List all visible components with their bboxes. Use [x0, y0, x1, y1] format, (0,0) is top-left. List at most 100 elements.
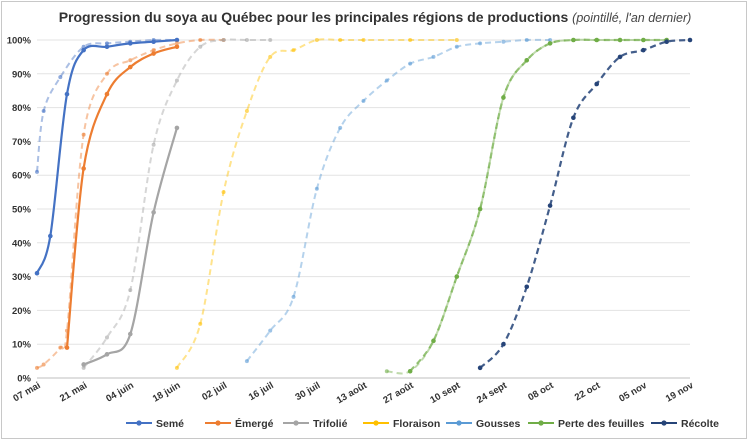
point-previous-gousses: [384, 78, 389, 83]
legend-label-recolte: Récolte: [681, 418, 719, 430]
series-line-previous-floraison: [176, 38, 457, 369]
point-current-emerge: [151, 51, 156, 56]
point-current-recolte: [547, 203, 553, 208]
point-current-trifolie: [104, 352, 110, 357]
point-previous-gousses: [548, 38, 553, 42]
x-tick-label: 08 oct: [526, 380, 556, 404]
point-current-perte-des-feuilles: [477, 206, 483, 212]
y-tick-label: 30%: [12, 272, 32, 283]
point-previous-gousses: [454, 44, 459, 49]
point-previous-emerge: [104, 71, 109, 76]
point-current-recolte: [571, 115, 576, 121]
legend-label-emerge: Émergé: [235, 417, 274, 430]
point-previous-seme: [35, 169, 39, 174]
point-previous-gousses: [268, 328, 273, 333]
y-tick-label: 60%: [12, 171, 32, 182]
point-previous-perte-des-feuilles: [384, 369, 389, 374]
point-previous-seme: [41, 108, 46, 113]
point-current-perte-des-feuilles: [407, 368, 413, 374]
legend-marker-emerge: [215, 420, 221, 426]
series-line-current-emerge: [65, 45, 178, 348]
point-current-emerge: [104, 91, 110, 97]
y-tick-label: 0%: [17, 374, 31, 385]
series-line-current-recolte: [479, 38, 691, 369]
legend: Semé Émergé Trifolié Floraison Gousses Perte …: [126, 417, 719, 430]
point-current-trifolie: [127, 331, 133, 337]
legend-label-seme: Semé: [156, 418, 184, 430]
y-tick-label: 20%: [12, 306, 32, 317]
point-previous-floraison: [198, 321, 203, 326]
legend-marker-gousses: [456, 420, 462, 426]
point-previous-floraison: [244, 108, 249, 113]
point-previous-trifolie: [268, 38, 273, 42]
legend-label-gousses: Gousses: [476, 418, 521, 430]
point-current-emerge: [64, 345, 70, 350]
point-current-seme: [127, 41, 133, 46]
point-current-seme: [104, 44, 110, 50]
point-previous-floraison: [174, 365, 179, 370]
point-current-seme: [151, 39, 156, 44]
point-current-recolte: [641, 47, 646, 53]
point-previous-emerge: [128, 58, 133, 63]
point-previous-gousses: [314, 186, 319, 191]
x-tick-label: 02 juil: [200, 380, 229, 403]
x-tick-label: 21 mai: [58, 380, 89, 404]
x-tick-label: 30 juil: [294, 380, 323, 403]
point-previous-emerge: [151, 48, 156, 53]
series-line-current-seme: [35, 38, 177, 274]
point-current-trifolie: [151, 210, 156, 215]
point-previous-gousses: [338, 125, 343, 130]
x-tick-label: 04 juin: [104, 380, 136, 405]
y-tick-label: 80%: [12, 103, 32, 114]
point-previous-floraison: [408, 38, 413, 42]
y-tick-label: 50%: [12, 205, 32, 216]
x-tick-label: 22 oct: [573, 380, 603, 404]
point-current-recolte: [687, 37, 693, 43]
point-current-recolte: [501, 341, 506, 347]
point-current-emerge: [174, 44, 180, 50]
legend-label-trifolie: Trifolié: [313, 418, 348, 430]
point-previous-gousses: [408, 61, 413, 66]
legend-marker-recolte: [661, 420, 667, 426]
x-tick-label: 10 sept: [428, 380, 463, 406]
point-current-emerge: [127, 64, 133, 70]
point-current-recolte: [617, 54, 623, 60]
point-current-perte-des-feuilles: [571, 37, 576, 43]
point-current-emerge: [81, 166, 86, 171]
series-line-current-perte-des-feuilles: [409, 38, 667, 372]
point-previous-seme: [104, 41, 109, 46]
point-previous-gousses: [361, 98, 366, 103]
x-tick-label: 24 sept: [475, 380, 510, 406]
chart-title: Progression du soya au Québec pour les p…: [0, 9, 750, 25]
x-tick-label: 27 août: [381, 380, 416, 407]
point-previous-emerge: [198, 38, 203, 42]
point-previous-trifolie: [128, 288, 133, 293]
legend-marker-seme: [136, 420, 142, 426]
legend-marker-perte-des-feuilles: [538, 420, 544, 426]
series-line-previous-recolte: [479, 39, 691, 369]
y-tick-label: 70%: [12, 137, 32, 148]
chart-subtitle: (pointillé, l'an dernier): [572, 11, 692, 25]
point-previous-trifolie: [81, 365, 86, 370]
point-previous-floraison: [361, 38, 366, 42]
point-current-recolte: [477, 365, 483, 371]
y-tick-label: 100%: [7, 36, 32, 47]
legend-label-perte-des-feuilles: Perte des feuilles: [558, 418, 645, 430]
series-line-previous-seme: [36, 38, 177, 172]
point-previous-floraison: [291, 48, 296, 53]
point-current-perte-des-feuilles: [617, 37, 623, 43]
point-previous-trifolie: [221, 38, 226, 42]
x-tick-label: 13 août: [335, 380, 370, 407]
point-current-trifolie: [81, 362, 86, 367]
point-previous-floraison: [314, 38, 319, 42]
point-previous-floraison: [268, 54, 273, 59]
point-previous-gousses: [291, 294, 296, 299]
point-previous-gousses: [478, 41, 483, 46]
point-current-perte-des-feuilles: [454, 274, 460, 279]
chart-title-text: Progression du soya au Québec pour les p…: [58, 9, 569, 25]
x-tick-label: 18 juin: [151, 380, 183, 405]
series-line-previous-gousses: [246, 38, 551, 362]
series-line-current-trifolie: [83, 127, 178, 366]
point-previous-trifolie: [174, 78, 179, 83]
